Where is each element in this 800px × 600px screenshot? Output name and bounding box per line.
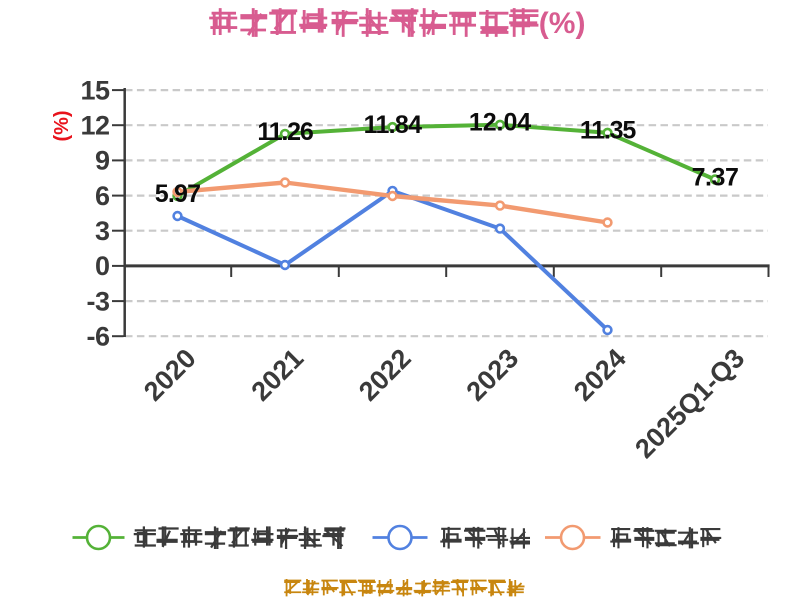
svg-text:0: 0: [95, 251, 110, 281]
svg-text:6: 6: [95, 181, 110, 211]
svg-text:12: 12: [80, 110, 109, 140]
svg-text:7.37: 7.37: [692, 163, 739, 191]
svg-text:(%): (%): [539, 7, 586, 40]
svg-text:15: 15: [80, 75, 110, 105]
svg-text:11.26: 11.26: [257, 118, 312, 146]
svg-text:5.97: 5.97: [155, 180, 200, 208]
svg-text:3: 3: [95, 216, 110, 246]
svg-text:9: 9: [95, 146, 110, 176]
svg-text:-6: -6: [86, 321, 109, 351]
svg-text:11.35: 11.35: [580, 117, 636, 145]
svg-text:-3: -3: [86, 286, 109, 316]
svg-text:(%): (%): [51, 110, 73, 141]
svg-text:11.84: 11.84: [364, 111, 422, 139]
svg-text:12.04: 12.04: [469, 109, 531, 137]
